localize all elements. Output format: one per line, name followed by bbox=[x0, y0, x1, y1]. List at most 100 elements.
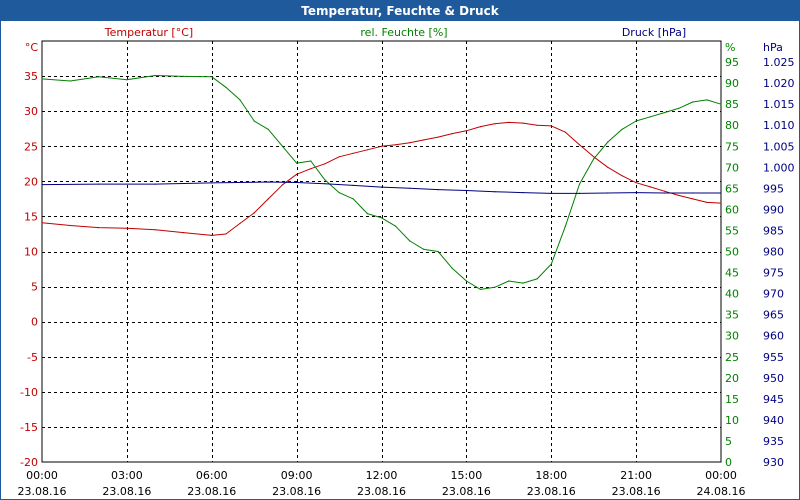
data-point-temperature bbox=[649, 186, 651, 188]
x-tick-time: 18:00 bbox=[535, 469, 567, 482]
data-point-temperature bbox=[409, 142, 411, 144]
data-point-humidity bbox=[678, 107, 680, 109]
data-point-pressure bbox=[98, 183, 100, 185]
temperature-tick-label: 35 bbox=[24, 70, 38, 83]
data-point-pressure bbox=[607, 192, 609, 194]
data-point-humidity bbox=[508, 280, 510, 282]
x-tick-date: 23.08.16 bbox=[527, 485, 576, 498]
pressure-tick-label: 965 bbox=[763, 309, 784, 322]
data-point-pressure bbox=[465, 189, 467, 192]
humidity-tick-label: 95 bbox=[725, 56, 739, 69]
data-point-temperature bbox=[479, 126, 482, 128]
temperature-tick-label: 25 bbox=[24, 140, 38, 153]
data-point-humidity bbox=[578, 183, 581, 185]
data-point-temperature bbox=[720, 202, 722, 204]
temperature-tick-label: -20 bbox=[20, 456, 38, 469]
pressure-tick-label: 1.000 bbox=[763, 161, 795, 174]
x-tick-time: 09:00 bbox=[281, 469, 313, 482]
humidity-tick-label: 20 bbox=[725, 372, 739, 385]
data-point-temperature bbox=[182, 232, 185, 234]
data-point-humidity bbox=[182, 75, 185, 77]
temperature-tick-label: -15 bbox=[20, 421, 38, 434]
x-tick-date: 23.08.16 bbox=[18, 485, 67, 498]
pressure-tick-label: 995 bbox=[763, 182, 784, 195]
pressure-tick-label: 950 bbox=[763, 372, 784, 385]
data-point-temperature bbox=[494, 123, 496, 125]
x-tick-date: 23.08.16 bbox=[357, 485, 406, 498]
data-point-humidity bbox=[281, 145, 284, 147]
data-point-humidity bbox=[225, 86, 227, 88]
x-tick-date: 23.08.16 bbox=[442, 485, 491, 498]
data-point-humidity bbox=[720, 103, 722, 105]
data-point-humidity bbox=[211, 76, 213, 78]
pressure-tick-label: 935 bbox=[763, 435, 784, 448]
humidity-axis-label: rel. Feuchte [%] bbox=[360, 26, 447, 39]
data-point-temperature bbox=[154, 229, 156, 231]
window-title: Temperatur, Feuchte & Druck bbox=[1, 1, 799, 21]
data-point-pressure bbox=[437, 189, 439, 191]
x-tick-time: 21:00 bbox=[620, 469, 652, 482]
data-point-humidity bbox=[126, 79, 128, 81]
data-point-temperature bbox=[281, 184, 284, 186]
grid bbox=[42, 41, 721, 462]
data-point-humidity bbox=[310, 160, 312, 162]
humidity-tick-label: 60 bbox=[725, 203, 739, 216]
humidity-tick-label: 25 bbox=[725, 351, 739, 364]
humidity-unit: % bbox=[725, 41, 735, 54]
data-point-temperature bbox=[225, 233, 227, 235]
data-point-humidity bbox=[253, 120, 255, 122]
data-point-humidity bbox=[635, 120, 637, 122]
data-point-humidity bbox=[239, 99, 241, 101]
data-point-temperature bbox=[211, 234, 213, 236]
data-point-temperature bbox=[621, 175, 623, 177]
data-point-temperature bbox=[522, 122, 524, 124]
humidity-tick-label: 45 bbox=[725, 267, 739, 280]
data-point-humidity bbox=[621, 128, 623, 130]
data-point-humidity bbox=[324, 179, 326, 181]
data-point-temperature bbox=[451, 133, 453, 135]
data-point-pressure bbox=[692, 192, 694, 194]
humidity-tick-label: 75 bbox=[725, 140, 739, 153]
data-point-temperature bbox=[437, 136, 439, 138]
data-point-temperature bbox=[593, 156, 595, 158]
data-point-temperature bbox=[69, 224, 71, 227]
temperature-tick-label: 15 bbox=[24, 210, 38, 223]
data-point-humidity bbox=[437, 250, 439, 253]
pressure-tick-label: 1.015 bbox=[763, 98, 795, 111]
data-point-humidity bbox=[663, 112, 666, 114]
data-point-pressure bbox=[409, 187, 411, 189]
pressure-axis-label: Druck [hPa] bbox=[622, 26, 686, 39]
x-tick-time: 15:00 bbox=[451, 469, 483, 482]
data-point-temperature bbox=[465, 130, 467, 132]
x-tick-time: 00:00 bbox=[26, 469, 58, 482]
data-point-humidity bbox=[338, 192, 340, 194]
data-point-temperature bbox=[310, 168, 312, 170]
data-point-temperature bbox=[395, 144, 397, 146]
data-point-humidity bbox=[395, 225, 397, 227]
humidity-tick-label: 85 bbox=[725, 98, 739, 111]
plot-border bbox=[41, 40, 722, 463]
data-point-temperature bbox=[706, 201, 708, 203]
x-tick-date: 23.08.16 bbox=[102, 485, 151, 498]
pressure-tick-label: 960 bbox=[763, 330, 784, 343]
data-point-humidity bbox=[479, 288, 482, 290]
data-point-humidity bbox=[366, 213, 368, 215]
pressure-tick-label: 930 bbox=[763, 456, 784, 469]
temperature-tick-label: 20 bbox=[24, 175, 38, 188]
data-point-temperature bbox=[352, 152, 354, 154]
humidity-tick-label: 65 bbox=[725, 182, 739, 195]
data-point-temperature bbox=[338, 156, 340, 158]
pressure-tick-label: 990 bbox=[763, 203, 784, 216]
data-point-humidity bbox=[154, 74, 156, 77]
data-point-pressure bbox=[550, 192, 552, 194]
data-point-humidity bbox=[692, 101, 694, 103]
data-point-humidity bbox=[649, 116, 651, 118]
data-point-humidity bbox=[494, 286, 496, 288]
x-tick-time: 03:00 bbox=[111, 469, 143, 482]
pressure-tick-label: 1.025 bbox=[763, 56, 795, 69]
data-point-pressure bbox=[663, 192, 666, 194]
data-point-humidity bbox=[352, 198, 354, 200]
data-point-temperature bbox=[550, 125, 552, 127]
data-point-pressure bbox=[635, 192, 637, 194]
chart: 35302520151050-5-10-15-20°C9590858075706… bbox=[18, 26, 795, 498]
